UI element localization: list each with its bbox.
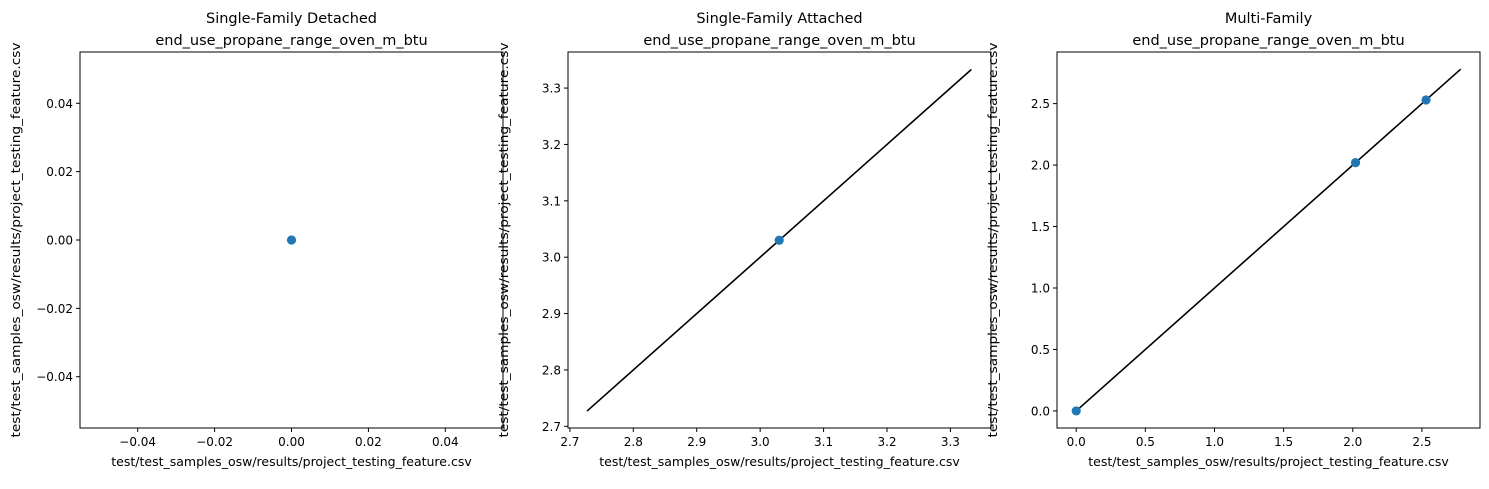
y-tick-label: 2.8 [542,363,561,377]
y-tick-label: −0.04 [36,370,73,384]
x-tick-label: 3.0 [751,435,770,449]
reference-line [1075,68,1462,412]
x-tick-label: −0.02 [196,435,233,449]
x-tick-label: 3.3 [941,435,960,449]
subplot-title-line2: end_use_propane_range_oven_m_btu [155,33,427,49]
y-tick-label: 0.04 [46,97,73,111]
x-tick-label: 2.0 [1343,435,1362,449]
x-tick-label: 0.5 [1136,435,1155,449]
x-tick-label: 0.02 [355,435,382,449]
subplot-title-line1: Single-Family Attached [696,11,862,27]
y-tick-label: −0.02 [36,302,73,316]
y-tick-label: 3.1 [542,194,561,208]
x-tick-label: 3.1 [814,435,833,449]
y-tick-label: 1.0 [1031,281,1050,295]
data-point [1421,95,1431,105]
y-tick-label: 0.00 [46,234,73,248]
axes-frame [1056,51,1481,429]
y-tick-label: 2.9 [542,307,561,321]
y-axis-label: test/test_samples_osw/results/project_te… [496,42,511,438]
subplot-title-line2: end_use_propane_range_oven_m_btu [1132,33,1404,49]
subplot-2: Single-Family Attached end_use_propane_ra… [496,11,992,469]
x-tick-label: 2.9 [687,435,706,449]
y-tick-label: 2.5 [1031,97,1050,111]
x-tick-label: 1.5 [1274,435,1293,449]
x-tick-label: 2.7 [560,435,579,449]
axes-frame [79,51,504,429]
subplot-title-line2: end_use_propane_range_oven_m_btu [643,33,915,49]
data-point [1350,158,1361,168]
x-tick-label: 0.0 [1067,435,1086,449]
x-axis-label: test/test_samples_osw/results/project_te… [111,454,472,469]
subplot-title-line1: Multi-Family [1225,11,1313,27]
data-point [774,235,784,245]
axes-frame [567,51,992,429]
data-point [286,235,297,245]
y-axis-label: test/test_samples_osw/results/project_te… [8,42,23,438]
y-tick-label: 0.5 [1031,343,1050,357]
x-tick-label: 3.2 [877,435,896,449]
y-tick-label: 0.0 [1031,404,1050,418]
y-tick-label: 3.2 [542,138,561,152]
y-tick-label: 2.7 [542,420,561,434]
y-tick-label: 3.3 [542,82,561,96]
x-tick-label: 1.0 [1205,435,1224,449]
data-point [1071,406,1081,416]
y-tick-label: 3.0 [542,251,561,265]
x-axis-label: test/test_samples_osw/results/project_te… [1088,454,1449,469]
x-tick-label: 0.04 [432,435,459,449]
x-tick-label: 2.5 [1412,435,1431,449]
subplot-1: Single-Family Detached end_use_propane_ra… [8,11,504,469]
y-tick-label: 1.5 [1031,220,1050,234]
y-axis-label: test/test_samples_osw/results/project_te… [985,42,1000,438]
x-tick-label: 2.8 [624,435,643,449]
x-tick-label: 0.00 [278,435,305,449]
y-tick-label: 2.0 [1031,159,1050,173]
y-tick-label: 0.02 [46,165,73,179]
subplot-title-line1: Single-Family Detached [206,11,377,27]
x-axis-label: test/test_samples_osw/results/project_te… [599,454,960,469]
subplot-3: Multi-Family end_use_propane_range_oven_m… [985,11,1481,469]
x-tick-label: −0.04 [119,435,156,449]
